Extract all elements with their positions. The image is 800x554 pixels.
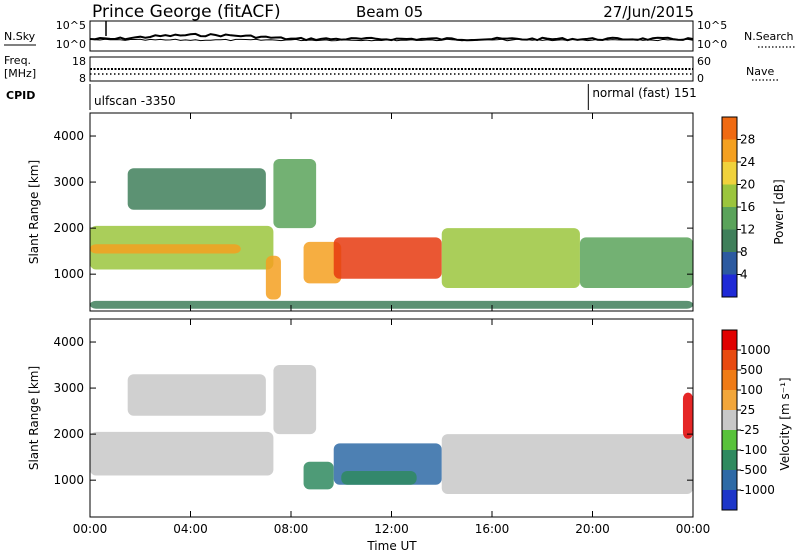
power-y-ticks: 1000 2000 3000 4000: [53, 129, 693, 281]
power-colorbar-tick-label-6: 4: [740, 268, 748, 282]
power-colorbar-tick-label-0: 28: [740, 133, 755, 147]
nsearch-series: [89, 38, 694, 42]
power-region-8: [579, 237, 693, 288]
x-tick-label-0: 00:00: [73, 522, 108, 536]
power-colorbar-swatch-3: [722, 207, 737, 230]
nsky-tick-top: 10^5: [56, 19, 86, 32]
velocity-colorbar-tick-label-1: 500: [740, 363, 763, 377]
x-tick-label-3: 12:00: [374, 522, 409, 536]
nsky-tick-bottom: 10^0: [56, 38, 86, 51]
velocity-region-3: [303, 461, 334, 490]
power-colorbar-swatch-6: [722, 139, 737, 162]
velocity-colorbar-swatch-3: [722, 430, 737, 450]
nsky-series: [89, 32, 694, 42]
noise-panel: [89, 20, 694, 52]
power-region-4: [273, 159, 317, 229]
power-colorbar-tick-label-4: 12: [740, 223, 755, 237]
power-colorbar-swatch-1: [722, 252, 737, 275]
nsearch-tick-bottom: 10^0: [697, 38, 727, 51]
power-ytick-label-3: 4000: [53, 129, 84, 143]
velocity-colorbar-swatch-0: [722, 490, 737, 510]
x-tick-label-1: 04:00: [173, 522, 208, 536]
cpid-segment-normal: normal (fast) 151: [592, 86, 696, 100]
power-colorbar-swatch-7: [722, 117, 737, 140]
velocity-colorbar-swatch-4: [722, 410, 737, 430]
x-tick-label-6: 00:00: [676, 522, 711, 536]
power-region-7: [441, 228, 580, 288]
freq-tick-top: 18: [72, 55, 86, 68]
power-region-1: [90, 244, 241, 254]
date-title: 27/Jun/2015: [603, 3, 694, 21]
velocity-region-6: [441, 434, 693, 494]
beam-title: Beam 05: [356, 3, 423, 21]
velocity-region-2: [273, 365, 317, 435]
velocity-colorbar-tick-label-0: 1000: [740, 343, 771, 357]
velocity-colorbar: 1000 500 100 25 -25 -100 -500 -1000: [721, 329, 775, 511]
velocity-colorbar-tick-label-4: -25: [740, 423, 760, 437]
cpid-segment-ulfscan: ulfscan -3350: [94, 94, 176, 108]
x-tick-label-4: 16:00: [475, 522, 510, 536]
x-tick-label-2: 08:00: [274, 522, 309, 536]
x-axis-ticks: 00:00 04:00 08:00 12:00 16:00 20:00 00:00: [73, 113, 711, 536]
power-ytick-label-1: 2000: [53, 221, 84, 235]
power-colorbar-swatch-5: [722, 162, 737, 185]
velocity-region-0: [90, 431, 274, 476]
velocity-colorbar-swatch-6: [722, 370, 737, 390]
station-title: Prince George (fitACF): [92, 2, 281, 22]
nsky-label: N.Sky: [4, 30, 36, 43]
velocity-region-1: [127, 374, 266, 416]
power-region-6: [333, 237, 442, 279]
power-colorbar-swatch-2: [722, 229, 737, 252]
power-region-9: [90, 300, 693, 309]
nave-label: Nave: [746, 65, 774, 78]
power-region-2: [127, 168, 266, 210]
power-colorbar-title: Power [dB]: [772, 179, 786, 244]
power-colorbar-swatch-4: [722, 184, 737, 207]
freq-tick-bottom: 8: [79, 72, 86, 85]
velocity-colorbar-swatch-1: [722, 470, 737, 490]
velocity-colorbar-swatch-2: [722, 450, 737, 470]
nsearch-tick-top: 10^5: [697, 19, 727, 32]
velocity-y-axis-label: Slant Range [km]: [27, 366, 41, 470]
velocity-colorbar-tick-label-3: 25: [740, 403, 755, 417]
power-ytick-label-2: 3000: [53, 175, 84, 189]
power-colorbar-tick-label-3: 16: [740, 200, 755, 214]
velocity-ytick-label-1: 2000: [53, 427, 84, 441]
power-colorbar: 28 24 20 16 12 8 4: [721, 116, 755, 298]
velocity-region-5: [341, 470, 417, 485]
nsearch-label: N.Search: [744, 30, 794, 43]
velocity-colorbar-frame: [721, 329, 738, 511]
velocity-ytick-label-0: 1000: [53, 473, 84, 487]
velocity-colorbar-tick-label-5: -100: [740, 443, 767, 457]
nave-tick-bottom: 0: [697, 72, 704, 85]
velocity-colorbar-tick-label-2: 100: [740, 383, 763, 397]
nave-tick-top: 60: [697, 55, 711, 68]
velocity-colorbar-swatch-5: [722, 390, 737, 410]
x-tick-label-5: 20:00: [575, 522, 610, 536]
power-ytick-label-0: 1000: [53, 267, 84, 281]
velocity-colorbar-tick-label-6: -500: [740, 463, 767, 477]
velocity-colorbar-swatch-7: [722, 350, 737, 370]
power-data-regions: [90, 159, 693, 309]
velocity-region-7: [682, 392, 693, 439]
power-region-3: [265, 255, 281, 300]
cpid-label: CPID: [6, 89, 35, 102]
power-colorbar-tick-label-2: 20: [740, 178, 755, 192]
velocity-ytick-label-2: 3000: [53, 381, 84, 395]
velocity-y-ticks: 1000 2000 3000 4000: [53, 335, 693, 487]
velocity-colorbar-title: Velocity [m s⁻¹]: [778, 377, 792, 470]
freq-label: Freq.: [4, 54, 31, 67]
power-y-axis-label: Slant Range [km]: [27, 160, 41, 264]
freq-unit: [MHz]: [4, 67, 36, 80]
velocity-ytick-label-3: 4000: [53, 335, 84, 349]
power-region-5: [303, 241, 342, 284]
velocity-data-regions: [90, 365, 693, 494]
velocity-colorbar-tick-label-7: -1000: [740, 483, 775, 497]
velocity-colorbar-swatch-8: [722, 330, 737, 350]
power-colorbar-tick-label-5: 8: [740, 245, 748, 259]
x-axis-label: Time UT: [366, 539, 417, 553]
power-colorbar-tick-label-1: 24: [740, 155, 755, 169]
power-colorbar-swatch-0: [722, 274, 737, 297]
